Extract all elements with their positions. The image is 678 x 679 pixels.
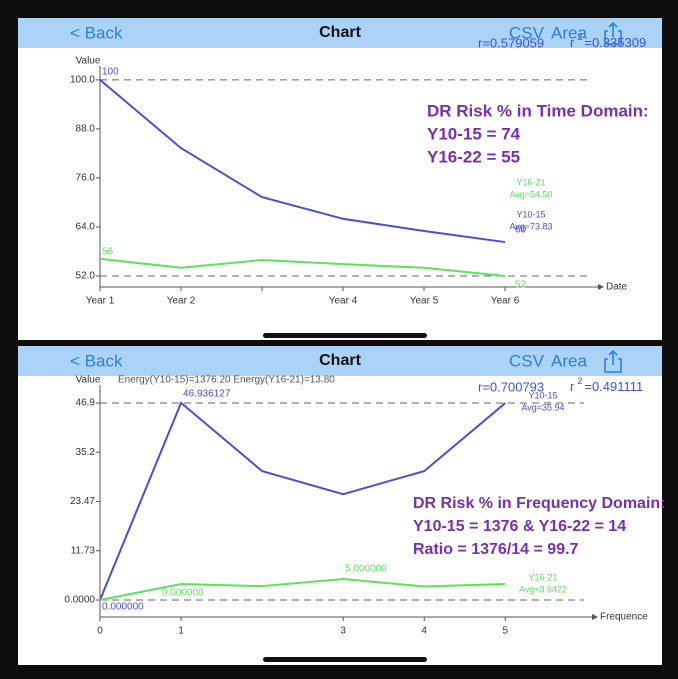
y-tick-label: 76.0: [76, 173, 96, 184]
y-axis-label: Value: [76, 56, 101, 67]
legend-name: Y10-15: [528, 390, 557, 400]
annotation: Y10-15 = 1376 & Y16-22 = 14: [413, 518, 626, 535]
annotation: Ratio = 1376/14 = 99.7: [413, 541, 579, 558]
legend-name: Y10-15: [516, 209, 545, 219]
r-squared-exponent: 2: [577, 376, 582, 386]
nav-title: Chart: [319, 352, 361, 369]
y-tick-label: 23.47: [70, 496, 95, 507]
y-tick-label: 46.9: [76, 398, 96, 409]
value-label: 56: [102, 246, 114, 257]
y-tick-label: 52.0: [76, 271, 96, 282]
x-tick-label: 1: [178, 626, 184, 637]
y-tick-label: 88.0: [76, 124, 96, 135]
x-tick-label: 4: [421, 626, 427, 637]
r-squared-symbol: r: [570, 35, 575, 50]
value-label: 0.000000: [162, 588, 204, 599]
y-tick-label: 11.73: [71, 545, 96, 556]
energy-text: Energy(Y10-15)=1376.20 Energy(Y16-21)=13…: [118, 375, 335, 386]
back-button[interactable]: < Back: [70, 351, 123, 370]
value-label: 46.936127: [183, 389, 231, 400]
page: {"panels": [ {"nav": {"back": "< Back", …: [0, 0, 678, 679]
annotation: Y10-15 = 74: [427, 124, 521, 143]
value-label: 100: [102, 67, 119, 78]
annotation: Y16-22 = 55: [427, 147, 520, 166]
x-tick-label: Year 5: [410, 296, 439, 307]
x-tick-label: Year 4: [329, 296, 358, 307]
y-tick-label: 0.0000: [64, 595, 95, 606]
area-button[interactable]: Area: [551, 351, 587, 370]
x-tick-label: 0: [97, 626, 103, 637]
annotation: DR Risk % in Frequency Domain:: [413, 495, 666, 512]
x-axis-label: Date: [606, 282, 628, 293]
r-squared-symbol: r: [570, 379, 575, 394]
csv-button[interactable]: CSV: [509, 351, 545, 370]
x-tick-label: 5: [502, 626, 508, 637]
r-squared-value: =0.335309: [584, 35, 646, 50]
y-tick-label: 35.2: [76, 447, 96, 458]
legend-avg: Avg=3.6422: [519, 584, 567, 594]
screenshot: < BackChartCSVArear=0.579059r2=0.335309V…: [0, 0, 678, 679]
y-axis-label: Value: [76, 375, 101, 386]
r-squared-exponent: 2: [577, 32, 582, 42]
legend-avg: Avg=35.94: [521, 402, 564, 412]
r-value: r=0.579059: [478, 35, 544, 50]
x-axis-label: Frequence: [600, 612, 648, 623]
x-tick-label: Year 1: [86, 296, 115, 307]
annotation: DR Risk % in Time Domain:: [427, 101, 649, 120]
value-label: 0.000000: [102, 602, 144, 613]
legend-name: Y16-21: [516, 177, 545, 187]
x-tick-label: Year 2: [167, 296, 196, 307]
back-button[interactable]: < Back: [70, 23, 123, 42]
x-tick-label: Year 6: [491, 296, 520, 307]
r-squared-value: =0.491111: [584, 379, 643, 394]
home-indicator: [263, 333, 427, 338]
value-label: 5.000000: [345, 564, 387, 575]
y-tick-label: 100.0: [70, 75, 95, 86]
y-tick-label: 64.0: [76, 222, 96, 233]
value-label: 52: [515, 280, 527, 291]
home-indicator: [263, 657, 427, 662]
legend-avg: Avg=54.50: [509, 189, 552, 199]
nav-title: Chart: [319, 24, 361, 41]
legend-name: Y16-21: [528, 572, 557, 582]
x-tick-label: 3: [340, 626, 346, 637]
legend-avg: Avg=73.83: [509, 221, 552, 231]
